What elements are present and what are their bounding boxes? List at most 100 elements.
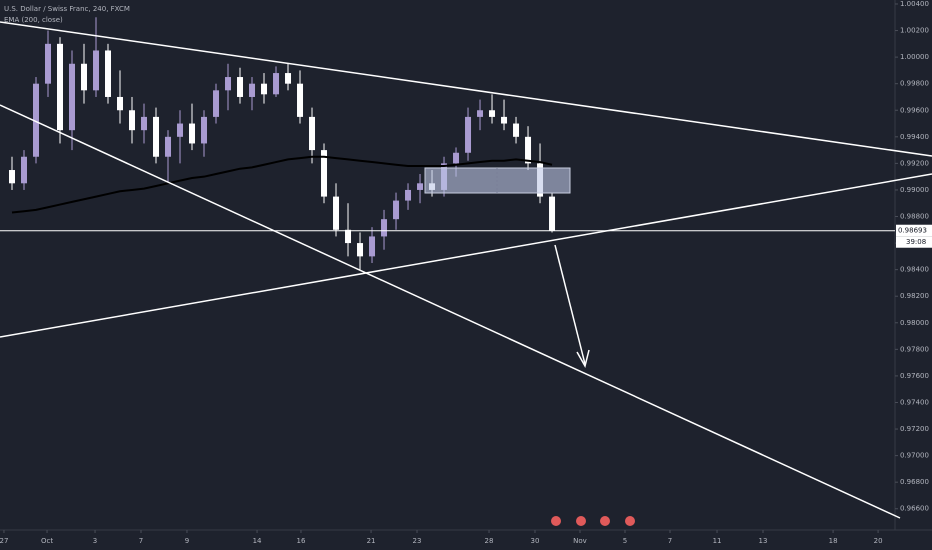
- last-price-label: 0.98693: [898, 227, 927, 235]
- x-tick-label: Nov: [573, 537, 587, 545]
- candle-body: [453, 152, 460, 164]
- y-tick-label: 0.97800: [900, 345, 929, 353]
- candle-body: [45, 43, 52, 84]
- y-tick-label: 1.00400: [900, 0, 929, 8]
- y-tick-label: 1.00000: [900, 53, 929, 61]
- y-tick-label: 0.97400: [900, 398, 929, 406]
- candle-body: [261, 83, 268, 95]
- y-tick-label: 0.99400: [900, 133, 929, 141]
- y-tick-label: 0.97000: [900, 452, 929, 460]
- x-tick-label: 30: [531, 537, 540, 545]
- x-tick-label: 14: [253, 537, 262, 545]
- candle-body: [153, 116, 160, 157]
- drawings: [0, 21, 932, 526]
- x-tick-label: 27: [0, 537, 8, 545]
- x-tick-label: 21: [367, 537, 376, 545]
- y-tick-label: 0.98000: [900, 319, 929, 327]
- candle-body: [489, 110, 496, 117]
- candle-body: [357, 243, 364, 257]
- candle-body: [141, 116, 148, 131]
- x-tick-label: 16: [297, 537, 306, 545]
- y-tick-label: 0.98800: [900, 213, 929, 221]
- event-icon: [600, 516, 610, 526]
- y-tick-label: 0.97200: [900, 425, 929, 433]
- candle-body: [321, 150, 328, 197]
- x-tick-label: 28: [485, 537, 494, 545]
- candle-body: [345, 229, 352, 244]
- candle-body: [249, 83, 256, 97]
- candle-body: [333, 196, 340, 230]
- candle-body: [369, 236, 376, 257]
- last-price-box: [896, 224, 932, 237]
- x-tick-label: 7: [668, 537, 672, 545]
- candle-body: [501, 116, 508, 124]
- y-tick-label: 0.99200: [900, 159, 929, 167]
- x-tick-label: 20: [874, 537, 883, 545]
- candle-body: [225, 77, 232, 91]
- candle-body: [117, 96, 124, 111]
- candle-body: [405, 189, 412, 201]
- candle-body: [189, 123, 196, 144]
- candle-body: [417, 183, 424, 190]
- x-tick-label: 9: [185, 537, 189, 545]
- candle-body: [93, 50, 100, 91]
- candle-body: [477, 110, 484, 117]
- candle-body: [57, 43, 64, 131]
- y-tick-label: 0.98400: [900, 266, 929, 274]
- y-tick-label: 0.97600: [900, 372, 929, 380]
- trend-line: [0, 173, 932, 338]
- candle-body: [309, 116, 316, 151]
- candle-body: [165, 136, 172, 157]
- candle-body: [549, 196, 556, 231]
- x-tick-label: 7: [139, 537, 143, 545]
- candle-body: [213, 90, 220, 117]
- arrow-head: [576, 349, 590, 368]
- y-tick-label: 0.99800: [900, 80, 929, 88]
- x-tick-label: 18: [829, 537, 838, 545]
- arrow-shaft: [554, 244, 586, 365]
- x-tick-label: 11: [713, 537, 722, 545]
- countdown-box: [896, 236, 932, 248]
- x-tick-label: 13: [759, 537, 768, 545]
- y-tick-label: 0.99600: [900, 106, 929, 114]
- candle-body: [33, 83, 40, 157]
- candle-body: [393, 200, 400, 220]
- candle-body: [105, 50, 112, 97]
- y-tick-label: 0.99000: [900, 186, 929, 194]
- indicator-label: EMA (200, close): [4, 16, 63, 24]
- candle-body: [465, 116, 472, 153]
- candle-body: [201, 116, 208, 144]
- event-icon: [576, 516, 586, 526]
- candle-body: [177, 123, 184, 137]
- event-icon: [625, 516, 635, 526]
- candle-body: [381, 219, 388, 237]
- candle-body: [9, 170, 16, 184]
- ema-line: [11, 155, 553, 214]
- x-tick-label: Oct: [41, 537, 53, 545]
- countdown-label: 39:08: [906, 238, 926, 246]
- x-tick-label: 5: [623, 537, 627, 545]
- candle-body: [129, 110, 136, 131]
- candle-body: [273, 73, 280, 95]
- candle-body: [21, 156, 28, 184]
- y-tick-label: 1.00200: [900, 27, 929, 35]
- candle-body: [69, 63, 76, 131]
- candle-body: [237, 77, 244, 97]
- candle-body: [81, 63, 88, 91]
- y-tick-label: 0.96800: [900, 478, 929, 486]
- y-tick-label: 0.96600: [900, 505, 929, 513]
- trend-line: [0, 21, 932, 157]
- y-tick-label: 0.98200: [900, 292, 929, 300]
- event-icons: [551, 516, 635, 526]
- candle-body: [285, 73, 292, 84]
- candle-body: [297, 83, 304, 117]
- x-tick-label: 23: [413, 537, 422, 545]
- candle-body: [525, 136, 532, 164]
- trend-line: [0, 104, 901, 519]
- chart-title: U.S. Dollar / Swiss Franc, 240, FXCM: [4, 5, 130, 13]
- plot-area: [9, 17, 556, 270]
- x-tick-label: 3: [93, 537, 97, 545]
- event-icon: [551, 516, 561, 526]
